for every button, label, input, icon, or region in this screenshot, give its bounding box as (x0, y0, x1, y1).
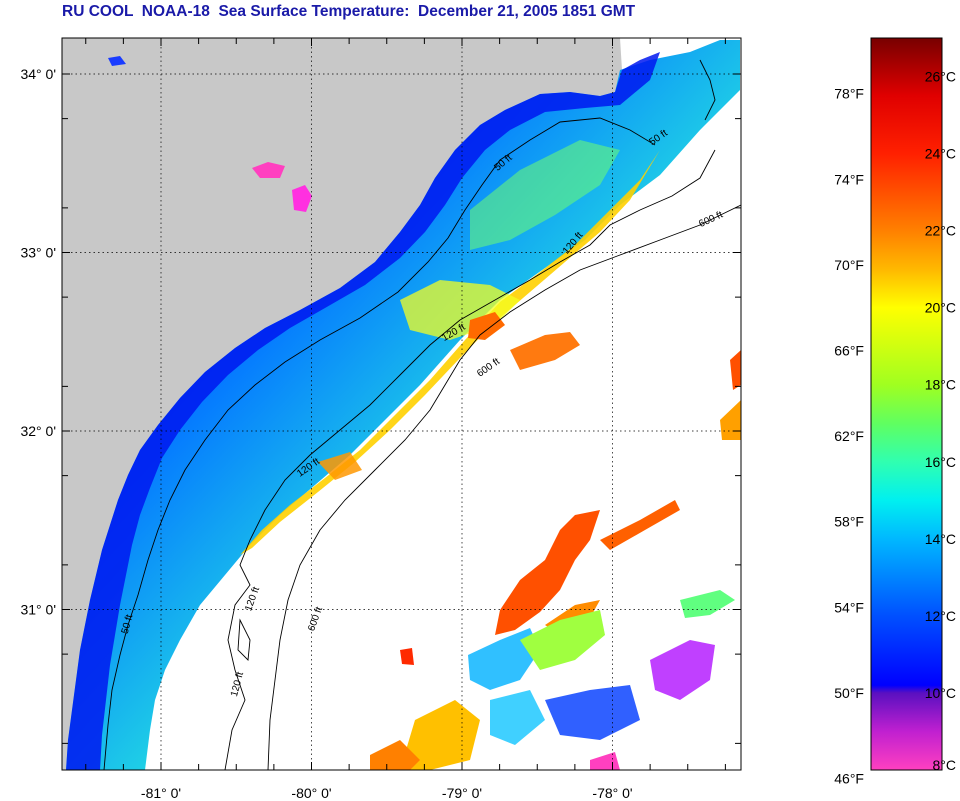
isobath-120ft (224, 149, 716, 770)
mixed-patch-3 (545, 685, 640, 740)
fahrenheit-label: 78°F (834, 86, 864, 102)
mixed-patch-4 (650, 640, 715, 700)
celsius-label: 24°C (925, 146, 956, 162)
lon-label: -81° 0' (141, 785, 181, 801)
shelf-green-lobe (470, 140, 620, 250)
mixed-patch-10 (680, 590, 735, 618)
mixed-patch-1 (468, 628, 540, 690)
land-artifact-2 (292, 185, 312, 212)
isobath-600ft (267, 204, 741, 770)
mixed-patch-7 (370, 740, 420, 770)
gulfstream-east-patch (730, 350, 741, 390)
map-title: RU COOL NOAA-18 Sea Surface Temperature:… (62, 3, 636, 20)
colorbar (870, 37, 943, 771)
mixed-patch-8 (400, 648, 414, 665)
gulfstream-patch-1 (468, 312, 505, 340)
celsius-label: 10°C (925, 685, 956, 701)
fahrenheit-label: 50°F (834, 685, 864, 701)
mixed-patch-2 (520, 610, 605, 670)
shelf-sst-band (66, 40, 740, 770)
fahrenheit-label: 62°F (834, 428, 864, 444)
isobath-extra (237, 618, 251, 661)
isobath-50ft (103, 117, 656, 770)
lat-label: 34° 0' (20, 66, 56, 82)
lat-label: 32° 0' (20, 423, 56, 439)
fahrenheit-label: 66°F (834, 342, 864, 358)
fahrenheit-label: 54°F (834, 599, 864, 615)
isobath-contours (103, 59, 741, 770)
fahrenheit-label: 46°F (834, 771, 864, 787)
isobath-extra-2 (699, 59, 716, 121)
colorbar-labels: 26°C 24°C 22°C 20°C 18°C 16°C 14°C 12°C 10°C 8°C 7… (834, 69, 956, 787)
land-mass (62, 38, 622, 770)
coastal-cold-strip (66, 52, 660, 770)
lat-label: 33° 0' (20, 245, 56, 261)
map-gridlines (62, 38, 741, 770)
celsius-label: 26°C (925, 69, 956, 85)
celsius-label: 16°C (925, 454, 956, 470)
land-artifact-3 (108, 56, 126, 66)
axis-labels: 34° 0' 33° 0' 32° 0' 31° 0' -81° 0' -80° 0' -7… (20, 66, 632, 801)
celsius-label: 18°C (925, 377, 956, 393)
land-artifact-1 (252, 162, 285, 178)
isobath-label: 50 ft (120, 613, 136, 635)
celsius-label: 22°C (925, 223, 956, 239)
shelf-warm-edge (240, 150, 660, 555)
lon-label: -79° 0' (442, 785, 482, 801)
fahrenheit-label: 74°F (834, 171, 864, 187)
map-frame (61, 37, 742, 771)
mixed-patch-5 (490, 690, 545, 745)
shelf-orange-spot (318, 452, 362, 480)
lon-label: -78° 0' (592, 785, 632, 801)
mixed-patch-6 (400, 700, 480, 770)
fahrenheit-label: 70°F (834, 257, 864, 273)
lon-label: -80° 0' (291, 785, 331, 801)
gulfstream-patch-2 (510, 332, 580, 370)
fahrenheit-label: 58°F (834, 514, 864, 530)
celsius-label: 12°C (925, 608, 956, 624)
celsius-label: 14°C (925, 531, 956, 547)
gulfstream-east-patch-2 (720, 400, 741, 440)
map-ticks (62, 38, 741, 770)
celsius-label: 20°C (925, 300, 956, 316)
celsius-label: 8°C (933, 757, 957, 773)
lat-label: 31° 0' (20, 602, 56, 618)
gulfstream-patch-3 (495, 510, 600, 635)
gulfstream-patch-4 (600, 500, 680, 550)
